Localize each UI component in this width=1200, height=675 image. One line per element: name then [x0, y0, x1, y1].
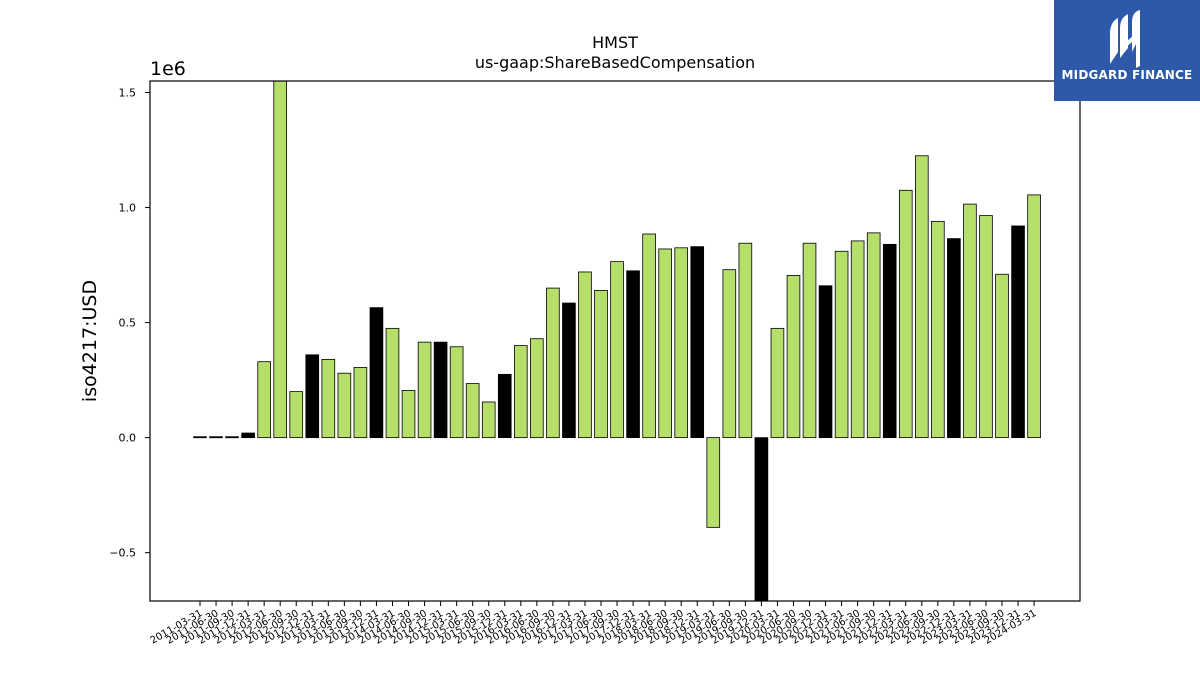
bar-2011-03-31	[193, 436, 207, 439]
bar-2014-12-31	[433, 341, 448, 439]
bar-2022-06-30	[915, 155, 929, 439]
bar-2013-09-30	[353, 367, 368, 439]
bar-2012-12-31	[305, 354, 320, 439]
bar-2018-03-31	[642, 233, 656, 439]
bar-2016-06-30	[530, 338, 544, 439]
y-tick-label: 0.5	[119, 317, 137, 330]
bar-2022-03-31	[898, 189, 913, 439]
bar-2023-03-31	[963, 203, 977, 439]
bar-2014-03-31	[385, 327, 400, 439]
logo-text: MIDGARD FINANCE	[1061, 68, 1193, 82]
y-axis-label: iso4217:USD	[79, 280, 101, 402]
y-tick-label: 1.5	[119, 87, 137, 100]
bar-2021-09-30	[866, 232, 881, 439]
bar-2018-09-30	[674, 247, 688, 439]
x-axis: 2011-03-312011-06-302011-09-302011-12-31…	[149, 601, 1039, 647]
bar-2013-06-30	[337, 372, 352, 439]
bar-2016-09-30	[546, 287, 560, 439]
bar-2014-06-30	[401, 390, 416, 439]
plot-frame	[149, 80, 1081, 602]
bar-2019-06-30	[722, 269, 737, 439]
bar-2020-12-31	[818, 285, 833, 439]
bar-2018-06-30	[658, 248, 672, 439]
bar-2015-03-31	[449, 346, 464, 439]
bar-2011-09-30	[225, 436, 239, 439]
y-tick-label: 0.0	[119, 432, 137, 445]
bar-2017-12-31	[626, 270, 640, 439]
bar-2023-12-31	[1011, 225, 1025, 439]
bar-2012-09-30	[289, 391, 304, 439]
bar-2012-03-31	[257, 361, 271, 439]
y-tick-label: 1.0	[119, 202, 137, 215]
bar-2014-09-30	[417, 341, 432, 439]
bar-2015-06-30	[465, 383, 480, 439]
bar-2016-12-31	[562, 302, 576, 439]
y-exponent-label: 1e6	[150, 58, 186, 80]
bar-2020-06-30	[786, 275, 801, 439]
bar-2015-12-31	[497, 373, 512, 439]
bar-2023-06-30	[979, 215, 993, 439]
bar-2019-03-31	[706, 437, 721, 528]
chart-subtitle: us-gaap:ShareBasedCompensation	[475, 53, 755, 72]
y-axis: −0.5 0.0 0.5 1.0 1.5	[109, 87, 150, 560]
bar-2020-09-30	[802, 242, 817, 439]
bar-2022-09-30	[931, 220, 945, 439]
bar-2018-12-31	[690, 246, 705, 439]
bar-2021-06-30	[850, 240, 865, 439]
midgard-logo-icon	[1110, 10, 1140, 68]
y-tick-label: −0.5	[109, 547, 136, 560]
bar-2019-12-31	[754, 437, 769, 602]
bar-2022-12-31	[947, 238, 961, 439]
bar-2013-03-31	[321, 359, 336, 439]
bar-2016-03-31	[514, 345, 528, 439]
bar-2024-03-31	[1027, 194, 1041, 439]
chart-title: HMST	[592, 33, 638, 52]
bar-2020-03-31	[770, 327, 785, 439]
bar-2013-12-31	[369, 307, 384, 439]
bar-2017-06-30	[594, 289, 608, 439]
bar-2011-12-31	[241, 432, 255, 439]
bar-2012-06-30	[273, 80, 287, 439]
bar-2019-09-30	[738, 242, 753, 439]
midgard-finance-logo: MIDGARD FINANCE	[1054, 0, 1200, 101]
bar-2015-09-30	[481, 401, 496, 439]
bar-2021-12-31	[882, 243, 897, 439]
bar-2021-03-31	[834, 250, 849, 439]
bar-2023-09-30	[995, 273, 1009, 439]
bar-2017-09-30	[610, 261, 624, 439]
bar-2011-06-30	[209, 436, 223, 439]
bar-2017-03-31	[578, 271, 592, 439]
bars-group	[193, 80, 1041, 602]
